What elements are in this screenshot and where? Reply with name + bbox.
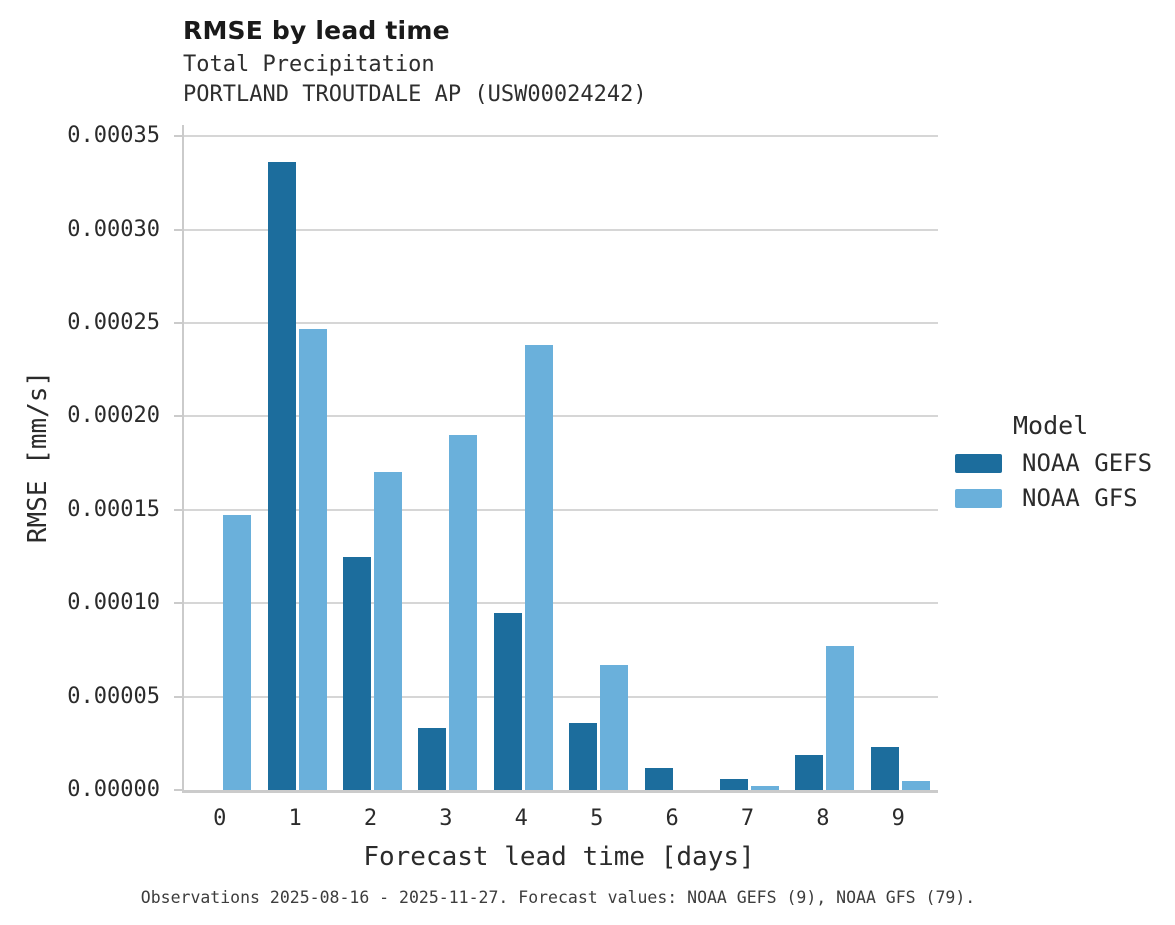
legend-entry: NOAA GEFS [955, 448, 1152, 478]
y-tick-mark [174, 789, 183, 791]
y-tick-label: 0.00025 [67, 310, 160, 335]
x-tick-label: 9 [891, 806, 905, 831]
bar-noaa-gefs-lead-9 [870, 747, 899, 790]
gridline [184, 602, 938, 605]
y-tick-label: 0.00010 [67, 590, 160, 616]
y-tick-mark [174, 695, 183, 698]
y-tick-mark [174, 322, 183, 324]
y-tick-label: 0.00005 [67, 683, 160, 709]
legend: Model NOAA GEFS NOAA GFS [955, 412, 1152, 513]
x-tick-label: 0 [213, 806, 227, 831]
y-tick-mark [174, 228, 183, 231]
gridline [184, 135, 938, 138]
bar-noaa-gfs-lead-0 [223, 515, 252, 790]
y-tick-label: 0.00035 [67, 123, 160, 149]
bar-noaa-gefs-lead-7 [720, 778, 748, 790]
bar-noaa-gfs-lead-9 [901, 780, 930, 790]
x-tick-label: 7 [740, 806, 755, 831]
legend-entry-label: NOAA GFS [1022, 484, 1138, 512]
legend-swatch [955, 488, 1002, 508]
gridline [184, 415, 938, 418]
x-tick-label: 2 [363, 806, 378, 831]
y-tick-mark [174, 602, 183, 605]
gridline [184, 695, 938, 698]
x-tick-label: 1 [288, 806, 302, 831]
y-axis-title: RMSE [mm/s] [23, 370, 53, 544]
bar-noaa-gfs-lead-3 [449, 435, 478, 790]
chart-subtitle-station: PORTLAND TROUTDALE AP (USW00024242) [183, 82, 647, 107]
x-axis-title: Forecast lead time [days] [363, 842, 755, 872]
bar-noaa-gfs-lead-8 [826, 646, 855, 790]
bar-noaa-gefs-lead-1 [267, 162, 296, 790]
legend-title: Model [1013, 411, 1089, 440]
y-tick-mark [174, 415, 183, 418]
gridline [184, 228, 938, 231]
y-tick-label: 0.00000 [67, 777, 160, 802]
bar-noaa-gfs-lead-2 [374, 472, 402, 790]
legend-swatch [955, 453, 1002, 473]
x-tick-label: 8 [816, 806, 830, 831]
legend-entries: NOAA GEFS NOAA GFS [955, 448, 1152, 513]
y-tick-mark [174, 135, 183, 138]
x-tick-label: 5 [590, 806, 604, 831]
bar-noaa-gefs-lead-5 [569, 722, 598, 790]
bar-noaa-gefs-lead-6 [644, 767, 673, 790]
bar-noaa-gfs-lead-7 [751, 786, 779, 790]
bar-noaa-gfs-lead-5 [600, 664, 629, 790]
chart-title: RMSE by lead time [183, 16, 450, 45]
bar-noaa-gefs-lead-2 [343, 556, 371, 790]
bar-noaa-gfs-lead-1 [298, 328, 327, 790]
legend-entry-label: NOAA GEFS [1022, 449, 1153, 477]
x-tick-label: 4 [514, 806, 528, 831]
y-tick-label: 0.00020 [67, 403, 160, 429]
caption: Observations 2025-08-16 - 2025-11-27. Fo… [140, 888, 976, 907]
legend-entry: NOAA GFS [955, 483, 1152, 513]
bar-noaa-gfs-lead-4 [524, 345, 553, 790]
bar-noaa-gefs-lead-4 [493, 612, 522, 790]
bar-noaa-gefs-lead-8 [795, 754, 824, 790]
bar-noaa-gefs-lead-3 [418, 728, 447, 790]
gridline [184, 322, 938, 324]
y-tick-label: 0.00030 [67, 216, 160, 242]
x-tick-label: 6 [665, 806, 679, 831]
y-tick-label: 0.00015 [67, 496, 160, 522]
chart-subtitle-variable: Total Precipitation [183, 52, 435, 77]
gridline [184, 508, 938, 511]
x-tick-label: 3 [439, 806, 453, 831]
plot-area [174, 125, 938, 793]
y-tick-mark [174, 508, 183, 511]
